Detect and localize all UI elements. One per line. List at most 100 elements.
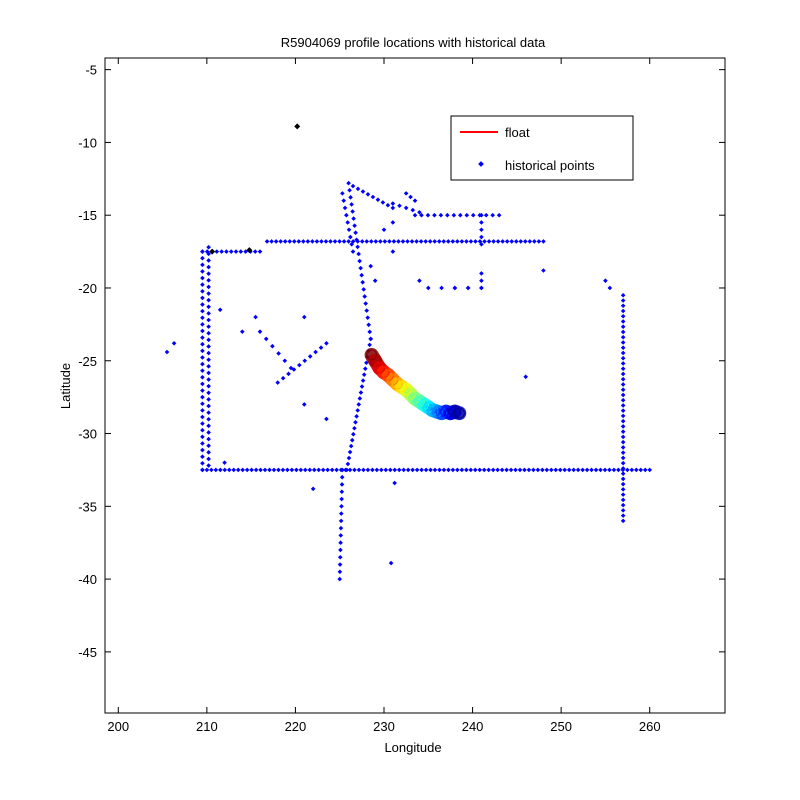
historical-point [352, 467, 357, 473]
historical-point [204, 249, 210, 254]
historical-point [607, 467, 612, 473]
historical-point [325, 467, 330, 473]
historical-point [620, 303, 626, 309]
black-markers-layer [209, 123, 301, 255]
historical-point [200, 262, 205, 268]
y-tick-label: -10 [78, 135, 97, 150]
historical-point [381, 227, 387, 233]
historical-point [470, 212, 476, 218]
historical-point [339, 496, 344, 502]
historical-point [200, 295, 205, 301]
x-axis-label: Longitude [384, 740, 441, 755]
historical-point [356, 467, 362, 473]
historical-point [642, 467, 648, 473]
historical-point [409, 239, 415, 244]
historical-point [200, 467, 205, 473]
historical-point [620, 508, 626, 513]
historical-point [286, 371, 291, 377]
historical-point [425, 212, 431, 218]
historical-point [214, 249, 220, 254]
tick-labels: 200 210 220 230 240 250 260 -5 -10 -15 -20 -25 -30 -3… [78, 63, 660, 734]
float-point [444, 407, 456, 419]
historical-point [206, 364, 211, 369]
historical-point [347, 467, 353, 473]
historical-point [307, 354, 313, 359]
historical-point [345, 461, 351, 467]
historical-point [532, 239, 537, 244]
historical-point [244, 467, 250, 473]
historical-point [446, 467, 451, 473]
historical-point [414, 239, 419, 244]
historical-point [339, 474, 345, 480]
historical-point [200, 394, 205, 400]
historical-point [405, 239, 410, 244]
historical-point [257, 329, 263, 334]
historical-point [352, 425, 357, 431]
historical-point [540, 467, 545, 473]
historical-point [357, 396, 363, 401]
historical-point [350, 249, 356, 254]
historical-point [337, 576, 343, 582]
historical-point [607, 285, 613, 291]
historical-point [392, 480, 397, 486]
historical-point [575, 467, 581, 473]
historical-point [341, 239, 347, 244]
historical-point [200, 414, 205, 420]
historical-point [450, 239, 456, 244]
float-point [400, 384, 412, 396]
historical-point [200, 368, 205, 373]
historical-point [222, 467, 228, 473]
historical-point [504, 467, 509, 473]
historical-point [562, 467, 568, 473]
historical-point [625, 467, 630, 473]
historical-point [368, 239, 374, 244]
historical-point [490, 467, 496, 473]
historical-point [459, 467, 465, 473]
historical-point [316, 467, 322, 473]
historical-point [479, 285, 484, 291]
historical-point [486, 467, 491, 473]
historical-point [200, 408, 205, 413]
historical-point [339, 511, 344, 516]
historical-point [603, 278, 608, 283]
axis-ticks [105, 58, 725, 713]
historical-point [319, 239, 324, 244]
historical-point [647, 467, 653, 473]
historical-point [598, 467, 603, 473]
x-tick-label: 230 [373, 719, 395, 734]
legend: float historical points [450, 115, 634, 181]
y-tick-label: -45 [78, 645, 97, 660]
historical-point [620, 439, 626, 445]
historical-point [390, 205, 396, 211]
historical-point [473, 239, 478, 244]
x-tick-label: 220 [285, 719, 307, 734]
historical-point [334, 467, 339, 473]
historical-point [200, 255, 205, 261]
y-tick-label: -15 [78, 208, 97, 223]
historical-point [620, 476, 626, 482]
historical-point [289, 467, 295, 473]
historical-point [602, 467, 608, 473]
historical-point [206, 297, 211, 303]
historical-point [458, 212, 463, 218]
historical-point [339, 489, 345, 495]
historical-point [348, 234, 353, 240]
historical-point [359, 272, 364, 278]
historical-point [479, 227, 484, 233]
historical-point [204, 467, 210, 473]
historical-point [200, 249, 205, 254]
historical-point [200, 302, 205, 307]
historical-point [357, 258, 362, 264]
historical-point [375, 197, 381, 203]
historical-point [397, 203, 402, 209]
historical-point [206, 258, 211, 263]
historical-point [291, 367, 297, 372]
historical-point [620, 450, 626, 455]
legend-historical-label: historical points [505, 158, 595, 173]
historical-point [206, 410, 211, 415]
historical-point [222, 460, 227, 465]
historical-point [200, 434, 205, 440]
historical-point [486, 239, 492, 244]
historical-point [361, 372, 367, 377]
float-point [366, 349, 378, 361]
